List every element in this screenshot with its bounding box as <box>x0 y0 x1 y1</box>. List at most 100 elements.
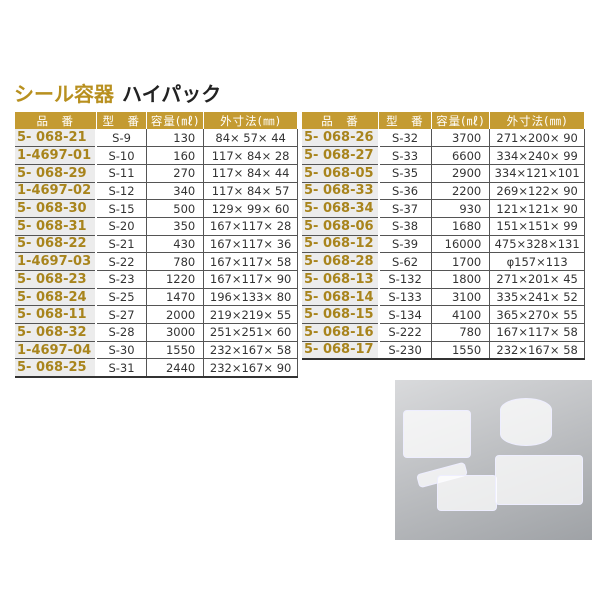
capacity: 350 <box>146 217 205 236</box>
spec-table-left: 品 番 型 番 容量(㎖) 外寸法(㎜) 5- 068-21 S-9 130 84× … <box>15 112 298 378</box>
table-row: 5- 068-17 S-230 1550 232×167× 58 <box>302 341 585 360</box>
product-code: 5- 068-17 <box>302 341 380 360</box>
dimensions: φ157×113 <box>489 252 585 271</box>
dimensions: 475×328×131 <box>489 235 585 254</box>
table-row: 1-4697-02 S-12 340 117× 84× 57 <box>15 182 298 201</box>
dimensions: 121×121× 90 <box>489 199 585 218</box>
dimensions: 232×167× 58 <box>489 341 585 360</box>
capacity: 130 <box>146 129 205 148</box>
capacity: 3100 <box>431 288 491 307</box>
dimensions: 271×200× 90 <box>489 129 585 148</box>
dimensions: 365×270× 55 <box>489 305 585 325</box>
dimensions: 167×117× 28 <box>203 217 298 236</box>
table-row: 5- 068-26 S-32 3700 271×200× 90 <box>302 129 585 148</box>
capacity: 2200 <box>431 182 491 201</box>
header-dimensions: 外寸法(㎜) <box>489 112 585 129</box>
header-capacity: 容量(㎖) <box>146 112 205 129</box>
dimensions: 167×117× 90 <box>203 270 298 289</box>
product-code: 5- 068-06 <box>302 217 380 236</box>
product-code: 5- 068-11 <box>15 305 98 325</box>
product-code: 5- 068-23 <box>15 270 98 289</box>
table-row: 5- 068-13 S-132 1800 271×201× 45 <box>302 270 585 289</box>
dimensions: 334×240× 99 <box>489 146 585 165</box>
product-code: 1-4697-03 <box>15 252 98 271</box>
dimensions: 219×219× 55 <box>203 305 298 325</box>
table-row: 5- 068-23 S-23 1220 167×117× 90 <box>15 270 298 289</box>
capacity: 2440 <box>146 358 205 378</box>
capacity: 1220 <box>146 270 205 289</box>
model-number: S-28 <box>96 323 147 342</box>
model-number: S-33 <box>378 146 432 165</box>
capacity: 1680 <box>431 217 491 236</box>
product-code: 5- 068-33 <box>302 182 380 201</box>
table-row: 1-4697-03 S-22 780 167×117× 58 <box>15 252 298 271</box>
model-number: S-37 <box>378 199 432 218</box>
header-code: 品 番 <box>15 112 97 129</box>
product-code: 5- 068-30 <box>15 199 98 218</box>
table-row: 5- 068-21 S-9 130 84× 57× 44 <box>15 129 298 148</box>
table-row: 5- 068-22 S-21 430 167×117× 36 <box>15 235 298 254</box>
model-number: S-22 <box>96 252 147 271</box>
capacity: 1700 <box>431 252 491 271</box>
capacity: 780 <box>431 323 491 342</box>
table-row: 5- 068-06 S-38 1680 151×151× 99 <box>302 217 585 236</box>
model-number: S-20 <box>96 217 147 236</box>
dimensions: 232×167× 90 <box>203 358 298 378</box>
capacity: 4100 <box>431 305 491 325</box>
model-number: S-35 <box>378 164 432 183</box>
table-row: 5- 068-25 S-31 2440 232×167× 90 <box>15 358 298 378</box>
header-capacity: 容量(㎖) <box>431 112 491 129</box>
model-number: S-230 <box>378 341 432 360</box>
table-row: 5- 068-33 S-36 2200 269×122× 90 <box>302 182 585 201</box>
product-code: 5- 068-21 <box>15 129 98 148</box>
spec-table-right: 品 番 型 番 容量(㎖) 外寸法(㎜) 5- 068-26 S-32 3700 27… <box>302 112 585 360</box>
header-dimensions: 外寸法(㎜) <box>203 112 298 129</box>
category-title: シール容器 <box>14 82 114 106</box>
product-code: 5- 068-32 <box>15 323 98 342</box>
table-row: 5- 068-05 S-35 2900 334×121×101 <box>302 164 585 183</box>
table-row: 5- 068-31 S-20 350 167×117× 28 <box>15 217 298 236</box>
product-code: 5- 068-14 <box>302 288 380 307</box>
table-row: 5- 068-30 S-15 500 129× 99× 60 <box>15 199 298 218</box>
product-code: 5- 068-27 <box>302 146 380 165</box>
model-number: S-25 <box>96 288 147 307</box>
table-row: 5- 068-16 S-222 780 167×117× 58 <box>302 323 585 342</box>
model-number: S-134 <box>378 305 432 325</box>
product-code: 5- 068-34 <box>302 199 380 218</box>
model-number: S-12 <box>96 182 147 201</box>
table-row: 1-4697-04 S-30 1550 232×167× 58 <box>15 341 298 360</box>
container-round <box>500 398 552 446</box>
product-code: 5- 068-12 <box>302 235 380 254</box>
product-code: 5- 068-13 <box>302 270 380 289</box>
model-number: S-9 <box>96 129 147 148</box>
container-rect <box>403 410 471 458</box>
model-number: S-133 <box>378 288 432 307</box>
model-number: S-30 <box>96 341 147 360</box>
model-number: S-39 <box>378 235 432 254</box>
product-title: ハイパック <box>122 82 222 106</box>
dimensions: 117× 84× 44 <box>203 164 298 183</box>
capacity: 2900 <box>431 164 491 183</box>
model-number: S-222 <box>378 323 432 342</box>
capacity: 6600 <box>431 146 491 165</box>
header-model: 型 番 <box>378 112 432 129</box>
capacity: 1800 <box>431 270 491 289</box>
model-number: S-23 <box>96 270 147 289</box>
product-code: 5- 068-05 <box>302 164 380 183</box>
product-code: 5- 068-28 <box>302 252 380 271</box>
model-number: S-32 <box>378 129 432 148</box>
dimensions: 269×122× 90 <box>489 182 585 201</box>
product-code: 5- 068-31 <box>15 217 98 236</box>
dimensions: 129× 99× 60 <box>203 199 298 218</box>
dimensions: 151×151× 99 <box>489 217 585 236</box>
table-row: 1-4697-01 S-10 160 117× 84× 28 <box>15 146 298 165</box>
header-model: 型 番 <box>96 112 147 129</box>
capacity: 780 <box>146 252 205 271</box>
product-code: 1-4697-02 <box>15 182 98 201</box>
model-number: S-62 <box>378 252 432 271</box>
table-row: 5- 068-32 S-28 3000 251×251× 60 <box>15 323 298 342</box>
table-row: 5- 068-11 S-27 2000 219×219× 55 <box>15 305 298 325</box>
dimensions: 334×121×101 <box>489 164 585 183</box>
capacity: 1550 <box>146 341 205 360</box>
capacity: 3700 <box>431 129 491 148</box>
